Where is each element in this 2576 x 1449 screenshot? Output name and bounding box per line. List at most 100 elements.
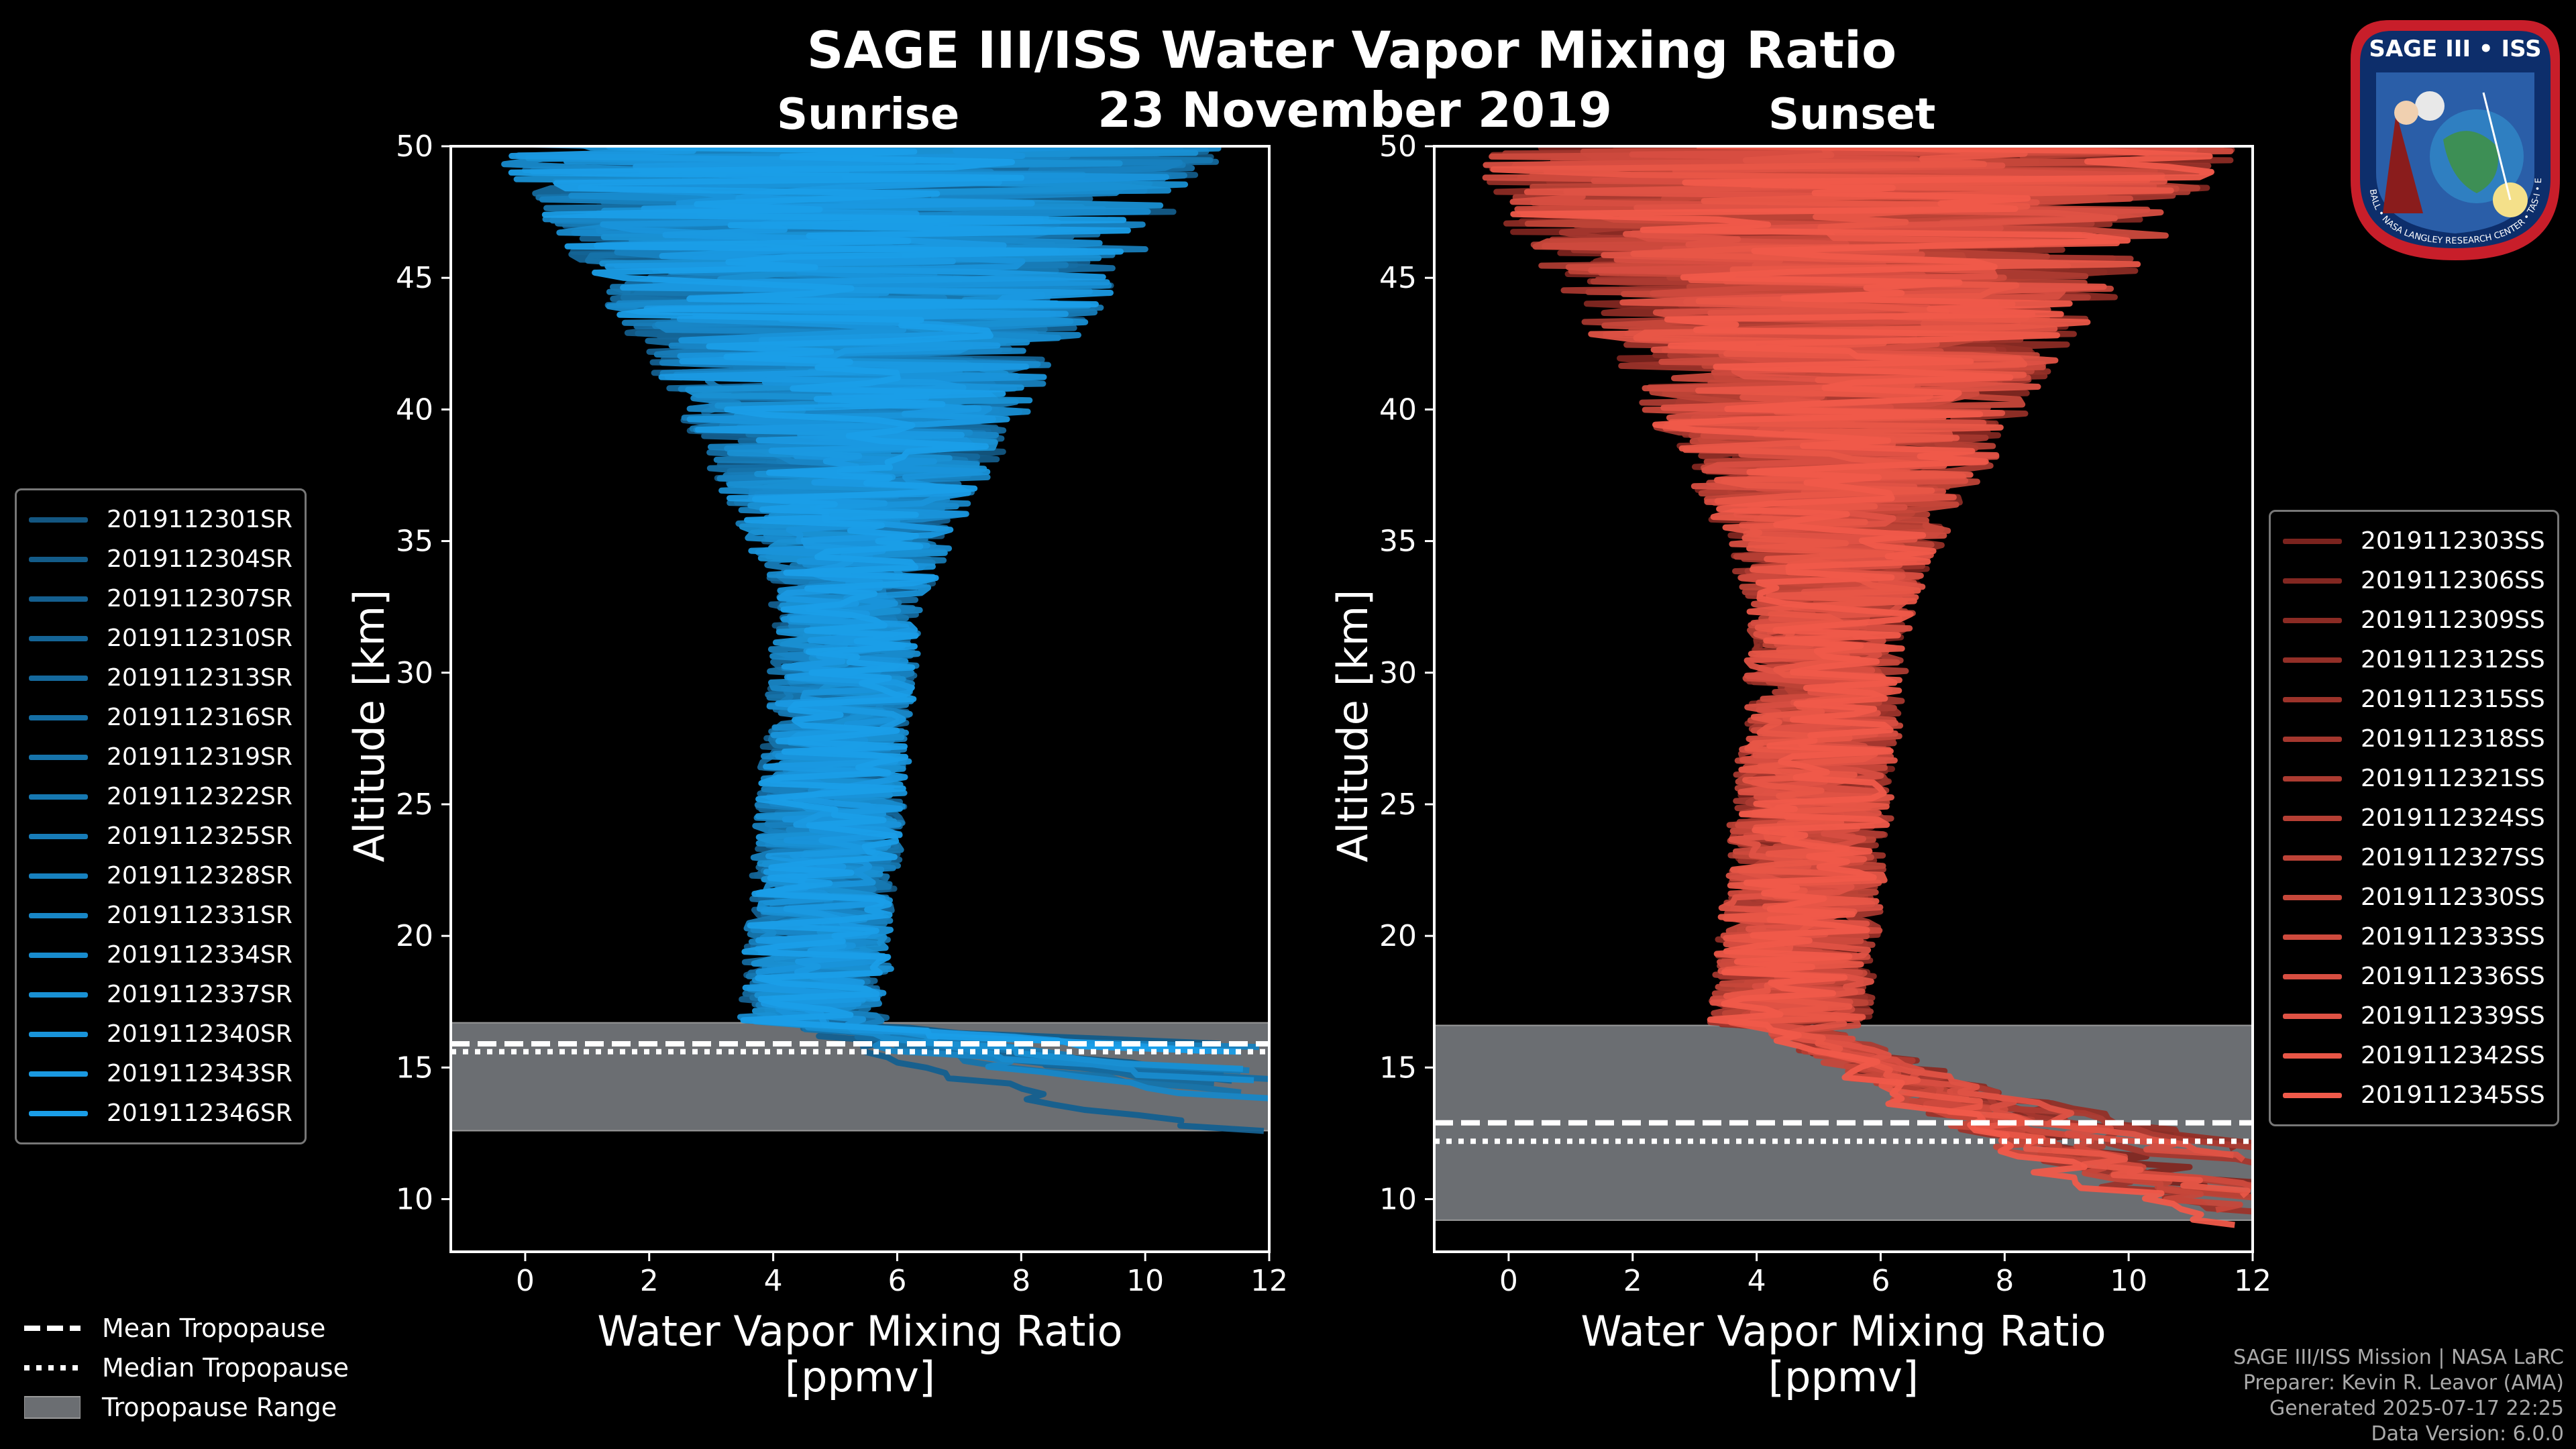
sr-legend-item: 2019112310SR xyxy=(29,619,292,658)
sr-legend-item: 2019112316SR xyxy=(29,698,292,737)
ss-legend-item: 2019112315SS xyxy=(2283,680,2545,719)
sr-profile-line-16 xyxy=(508,146,1242,1055)
ss-x-axis-unit: [ppmv] xyxy=(1768,1352,1919,1401)
sr-legend-swatch xyxy=(29,991,88,998)
sr-legend-item: 2019112331SR xyxy=(29,896,292,935)
ss-x-axis-label: Water Vapor Mixing Ratio xyxy=(1580,1307,2106,1356)
sr-plot-frame xyxy=(449,145,1271,1253)
sunrise-legend: 2019112301SR 2019112304SR 2019112307SR 2019… xyxy=(15,488,307,1144)
sr-legend-swatch xyxy=(29,675,88,681)
sr-legend-item: 2019112325SR xyxy=(29,816,292,856)
ss-legend-swatch xyxy=(2283,934,2342,940)
ss-legend-label: 2019112336SS xyxy=(2361,963,2545,990)
sr-legend-swatch xyxy=(29,596,88,602)
sr-legend-swatch xyxy=(29,873,88,879)
sr-legend-label: 2019112319SR xyxy=(107,743,292,771)
ss-legend-item: 2019112336SS xyxy=(2283,957,2545,996)
sr-profiles xyxy=(501,146,1269,1134)
ss-profile-line-14 xyxy=(1490,146,2251,1199)
ss-legend-swatch xyxy=(2283,696,2342,702)
sr-y-axis-label: Altitude [km] xyxy=(345,590,394,863)
sr-y-tick-label: 40 xyxy=(396,392,433,427)
ss-y-tick-label: 45 xyxy=(1379,261,1417,295)
sr-legend-swatch xyxy=(29,794,88,800)
sr-legend-swatch xyxy=(29,1110,88,1116)
sr-y-tick-label: 25 xyxy=(396,788,433,822)
sr-legend-swatch xyxy=(29,1031,88,1037)
ss-legend-swatch xyxy=(2283,1013,2342,1019)
sr-legend-label: 2019112346SR xyxy=(107,1099,292,1127)
sunset-legend: 2019112303SS 2019112306SS 2019112309SS 2019… xyxy=(2269,510,2559,1126)
sr-legend-swatch xyxy=(29,517,88,523)
ss-x-tick-label: 6 xyxy=(1871,1264,1890,1298)
sr-x-tick-label: 10 xyxy=(1126,1264,1164,1298)
ss-legend-label: 2019112339SS xyxy=(2361,1002,2545,1030)
ss-legend-swatch xyxy=(2283,538,2342,544)
ss-legend-swatch xyxy=(2283,973,2342,979)
tropopause-range-legend-item: Tropopause Range xyxy=(24,1387,349,1427)
sr-legend-label: 2019112307SR xyxy=(107,585,292,612)
sr-legend-item: 2019112346SR xyxy=(29,1093,292,1133)
sr-x-tick-label: 4 xyxy=(764,1264,783,1298)
ss-y-tick-label: 10 xyxy=(1379,1183,1417,1217)
ss-y-tick-label: 20 xyxy=(1379,919,1417,953)
sr-legend-swatch xyxy=(29,635,88,641)
ss-legend-label: 2019112345SS xyxy=(2361,1081,2545,1109)
logo-title: SAGE III • ISS xyxy=(2369,36,2541,62)
sr-legend-label: 2019112328SR xyxy=(107,862,292,890)
ss-legend-swatch xyxy=(2283,815,2342,821)
sr-y-tick-label: 30 xyxy=(396,656,433,690)
ss-y-tick-label: 50 xyxy=(1379,129,1417,164)
footer-data-version: Data Version: 6.0.0 xyxy=(2371,1422,2564,1446)
ss-plot-frame xyxy=(1433,145,2254,1253)
ss-legend-label: 2019112321SS xyxy=(2361,765,2545,792)
tropopause-legend: Mean Tropopause Median Tropopause Tropop… xyxy=(24,1308,349,1427)
ss-x-tick-label: 12 xyxy=(2234,1264,2271,1298)
date-label: 23 November 2019 xyxy=(1097,82,1613,138)
ss-y-tick-label: 30 xyxy=(1379,656,1417,690)
sr-legend-item: 2019112337SR xyxy=(29,975,292,1014)
ss-y-tick-label: 15 xyxy=(1379,1051,1417,1085)
sr-x-tick-label: 0 xyxy=(516,1264,535,1298)
sr-x-tick-label: 8 xyxy=(1012,1264,1030,1298)
mean-tropopause-legend-item: Mean Tropopause xyxy=(24,1308,349,1348)
sr-legend-label: 2019112325SR xyxy=(107,822,292,850)
sr-legend-label: 2019112313SR xyxy=(107,664,292,692)
sage-iii-iss-mission-logo: SAGE III • ISS BALL • NASA LANGLEY RESEA… xyxy=(2343,12,2560,260)
median-tropopause-legend-item: Median Tropopause xyxy=(24,1348,349,1387)
sr-legend-swatch xyxy=(29,833,88,839)
ss-legend-item: 2019112303SS xyxy=(2283,521,2545,561)
ss-legend-label: 2019112303SS xyxy=(2361,527,2545,555)
ss-legend-swatch xyxy=(2283,894,2342,900)
sr-legend-item: 2019112343SR xyxy=(29,1054,292,1093)
footer-generated: Generated 2025-07-17 22:25 xyxy=(2269,1397,2564,1420)
sr-legend-item: 2019112313SR xyxy=(29,658,292,698)
sr-legend-swatch xyxy=(29,754,88,760)
sr-legend-swatch xyxy=(29,952,88,958)
chart-title: SAGE III/ISS Water Vapor Mixing Ratio xyxy=(806,20,1897,80)
ss-legend-swatch xyxy=(2283,1092,2342,1098)
footer-credits: SAGE III/ISS Mission | NASA LaRC Prepare… xyxy=(2233,1345,2564,1447)
ss-legend-label: 2019112333SS xyxy=(2361,923,2545,951)
sr-x-axis-unit: [ppmv] xyxy=(785,1352,935,1401)
ss-legend-label: 2019112327SS xyxy=(2361,844,2545,871)
ss-legend-label: 2019112330SS xyxy=(2361,883,2545,911)
ss-legend-label: 2019112318SS xyxy=(2361,725,2545,753)
sr-legend-swatch xyxy=(29,556,88,562)
ss-x-tick-label: 8 xyxy=(1995,1264,2014,1298)
footer-mission: SAGE III/ISS Mission | NASA LaRC xyxy=(2233,1346,2564,1369)
ss-legend-swatch xyxy=(2283,775,2342,782)
ss-legend-item: 2019112330SS xyxy=(2283,877,2545,917)
median-tropopause-label: Median Tropopause xyxy=(102,1352,349,1383)
ss-legend-swatch xyxy=(2283,578,2342,584)
sr-y-tick-label: 35 xyxy=(396,525,433,559)
sr-y-tick-label: 50 xyxy=(396,129,433,164)
sr-legend-label: 2019112310SR xyxy=(107,625,292,652)
ss-legend-label: 2019112309SS xyxy=(2361,606,2545,634)
ss-x-tick-label: 0 xyxy=(1499,1264,1518,1298)
sr-legend-item: 2019112304SR xyxy=(29,539,292,579)
sr-legend-item: 2019112307SR xyxy=(29,579,292,619)
sr-legend-swatch xyxy=(29,714,88,720)
ss-y-axis-label: Altitude [km] xyxy=(1328,590,1377,863)
